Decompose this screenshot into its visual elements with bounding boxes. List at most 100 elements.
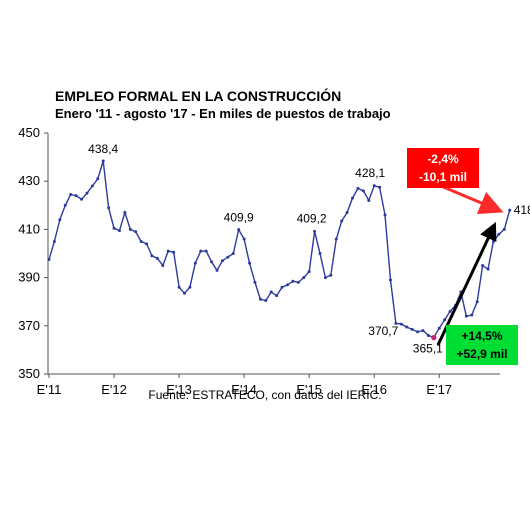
data-point [74, 194, 78, 198]
x-tick-label: E'15 [296, 382, 322, 397]
growth-callout-abs: +52,9 mil [456, 347, 508, 361]
data-point [150, 254, 154, 258]
data-point [258, 297, 262, 301]
chart-subtitle: Enero '11 - agosto '17 - En miles de pue… [55, 106, 391, 121]
y-tick-label: 370 [18, 318, 40, 333]
data-point [291, 279, 295, 283]
x-tick-label: E'16 [361, 382, 387, 397]
data-point [394, 321, 398, 325]
data-label: 418,0 [514, 203, 530, 217]
data-point [497, 232, 501, 236]
data-point [85, 191, 89, 195]
data-point [356, 186, 360, 190]
data-point [215, 268, 219, 272]
y-tick-label: 410 [18, 221, 40, 236]
data-point [491, 239, 495, 243]
data-point [508, 208, 512, 212]
data-point [188, 285, 192, 289]
decline-callout-pct: -2,4% [427, 152, 459, 166]
data-label: 428,1 [355, 166, 385, 180]
data-point [210, 260, 214, 264]
data-point [302, 276, 306, 280]
data-point [117, 229, 121, 233]
data-point [361, 189, 365, 193]
x-tick-label: E'11 [37, 382, 62, 397]
x-tick-label: E'13 [166, 382, 192, 397]
x-tick-label: E'14 [231, 382, 257, 397]
data-point [318, 252, 322, 255]
data-point [296, 280, 300, 284]
data-point [96, 177, 100, 181]
data-point [334, 237, 338, 241]
y-tick-label: 430 [18, 173, 40, 188]
chart-title: EMPLEO FORMAL EN LA CONSTRUCCIÓN [55, 88, 342, 104]
data-label: 438,4 [88, 142, 118, 156]
data-point [63, 203, 67, 207]
data-point [383, 213, 387, 217]
data-point [172, 250, 176, 254]
data-point [388, 278, 392, 282]
data-point [101, 159, 105, 163]
data-point [177, 285, 181, 289]
x-tick-label: E'17 [426, 382, 452, 397]
data-point [166, 249, 170, 253]
data-point [145, 242, 149, 246]
data-point [426, 333, 430, 337]
data-point [231, 252, 235, 255]
data-point [139, 239, 143, 243]
data-point [69, 192, 73, 196]
data-point [351, 196, 355, 200]
data-point [437, 326, 441, 330]
data-point [199, 249, 203, 253]
data-label: 409,2 [297, 211, 327, 225]
data-point [269, 290, 273, 294]
data-point [220, 259, 224, 263]
data-point [155, 256, 159, 260]
data-point [340, 219, 344, 223]
decline-callout-abs: -10,1 mil [418, 170, 468, 184]
source-note: Fuente: ESTRATECO, con datos del IERIC. [148, 388, 382, 402]
data-point [502, 227, 506, 231]
data-point [264, 298, 268, 302]
data-point [58, 218, 62, 222]
data-point [475, 300, 479, 304]
data-point [134, 230, 138, 234]
growth-callout-pct: +14,5% [461, 329, 503, 343]
data-point [280, 285, 284, 289]
data-point [90, 184, 94, 188]
data-point [313, 229, 317, 233]
data-point [161, 264, 165, 268]
data-label: 409,9 [224, 211, 254, 225]
y-tick-label: 390 [18, 270, 40, 285]
data-point [47, 258, 51, 262]
data-point [431, 335, 437, 341]
data-point [248, 261, 252, 265]
data-point [443, 318, 447, 322]
growth-callout: +14,5% +52,9 mil [446, 325, 518, 365]
data-point [416, 330, 420, 334]
data-point [378, 185, 382, 189]
data-point [128, 227, 132, 231]
decline-arrow [440, 184, 504, 215]
data-point [242, 237, 246, 241]
data-point [307, 270, 311, 274]
data-point [372, 184, 376, 188]
x-tick-label: E'12 [101, 382, 127, 397]
data-point [275, 294, 279, 298]
data-point [399, 322, 403, 326]
data-point [226, 255, 230, 259]
data-point [448, 309, 452, 313]
data-point [481, 264, 485, 268]
y-tick-label: 350 [18, 366, 40, 381]
data-point [183, 291, 186, 295]
data-point [52, 239, 56, 243]
data-point [345, 211, 349, 215]
data-point [107, 206, 111, 210]
data-point [464, 314, 468, 318]
data-point [193, 261, 197, 265]
data-point [470, 313, 474, 317]
data-point [80, 197, 84, 201]
y-tick-label: 450 [18, 125, 40, 140]
data-label: 365,1 [413, 342, 443, 356]
